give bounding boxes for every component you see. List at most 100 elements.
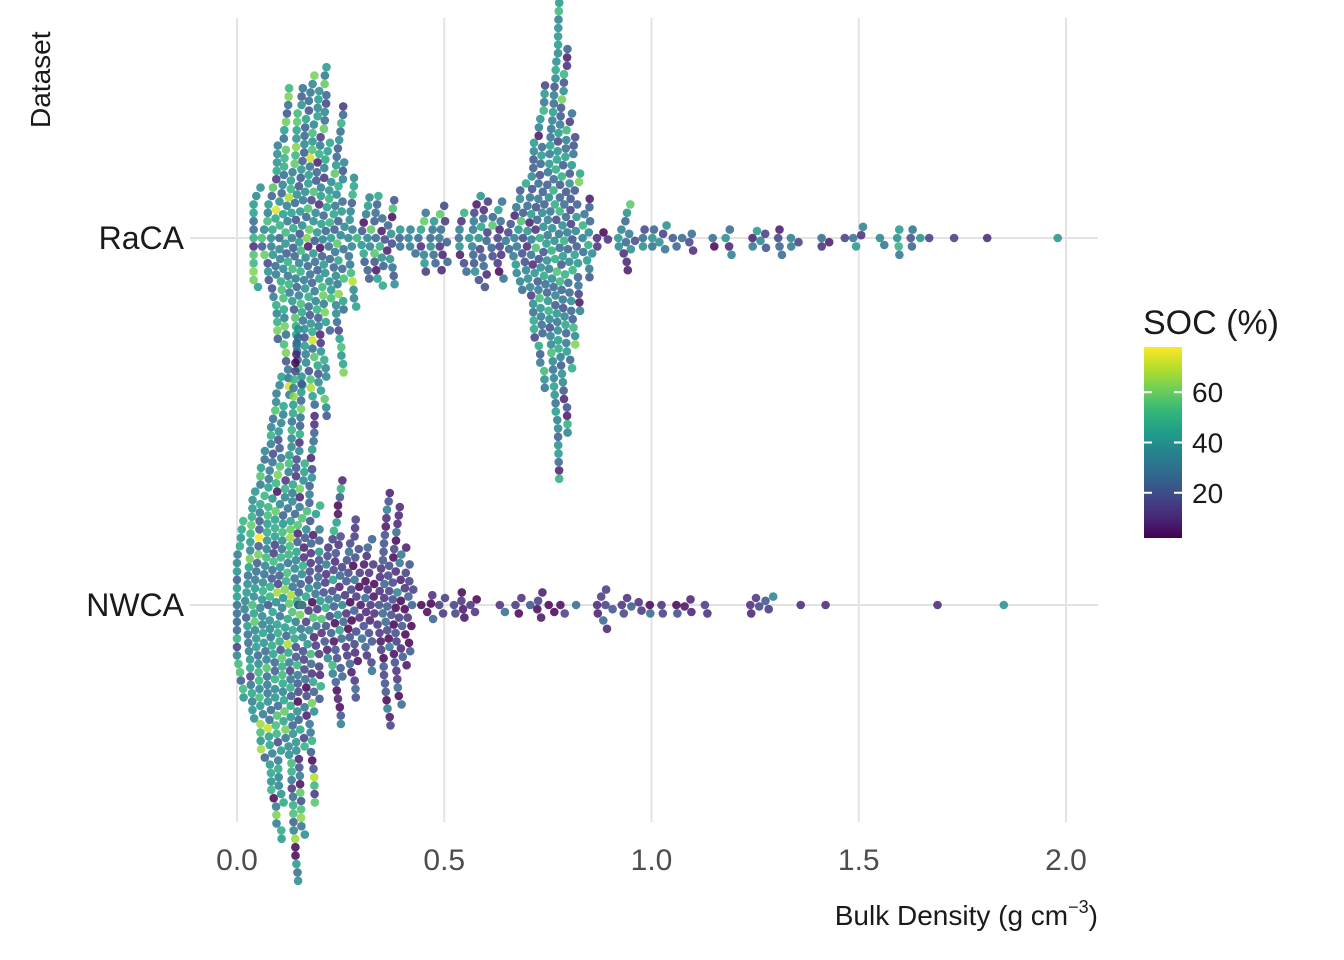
point-raca xyxy=(572,242,581,251)
point-raca xyxy=(325,326,335,335)
point-raca xyxy=(324,194,334,204)
point-nwca xyxy=(328,586,337,596)
point-nwca xyxy=(247,512,257,522)
point-nwca xyxy=(266,439,276,449)
point-raca xyxy=(249,225,258,234)
point-raca xyxy=(310,236,320,246)
point-raca xyxy=(559,69,569,79)
point-nwca xyxy=(307,464,317,474)
point-raca xyxy=(817,242,826,251)
point-raca xyxy=(563,419,572,429)
point-nwca xyxy=(268,565,277,575)
point-nwca xyxy=(359,560,369,569)
point-raca xyxy=(537,142,547,152)
point-nwca xyxy=(345,659,355,669)
point-nwca xyxy=(335,571,345,580)
point-nwca xyxy=(336,532,345,541)
point-nwca xyxy=(263,723,273,733)
point-raca xyxy=(547,223,557,233)
point-raca xyxy=(638,233,648,243)
point-raca xyxy=(301,114,311,124)
point-nwca xyxy=(440,593,450,603)
point-nwca xyxy=(291,358,300,368)
point-raca xyxy=(300,139,309,149)
point-raca xyxy=(267,284,277,293)
point-raca xyxy=(578,233,587,243)
point-nwca xyxy=(300,533,310,543)
point-nwca xyxy=(700,600,710,610)
point-raca xyxy=(338,197,347,206)
point-raca xyxy=(363,201,373,211)
point-raca xyxy=(551,165,561,174)
point-raca xyxy=(288,264,297,274)
point-nwca xyxy=(381,522,391,531)
point-raca xyxy=(319,291,328,300)
point-raca xyxy=(552,215,561,225)
point-nwca xyxy=(249,714,259,723)
point-nwca xyxy=(366,600,375,610)
point-nwca xyxy=(321,603,331,613)
point-raca xyxy=(496,216,506,226)
point-raca xyxy=(553,146,562,156)
point-raca xyxy=(775,225,784,234)
point-raca xyxy=(320,163,329,173)
point-raca xyxy=(622,257,631,267)
point-nwca xyxy=(266,632,276,642)
point-raca xyxy=(560,312,569,321)
point-raca xyxy=(263,208,273,218)
point-nwca xyxy=(280,623,290,632)
point-nwca xyxy=(324,595,334,604)
point-raca xyxy=(294,258,304,268)
point-nwca xyxy=(329,526,339,536)
point-raca xyxy=(549,382,559,391)
point-nwca xyxy=(267,574,277,583)
point-nwca xyxy=(395,558,405,568)
point-raca xyxy=(292,117,302,127)
point-nwca xyxy=(260,455,270,464)
point-nwca xyxy=(359,621,369,631)
point-raca xyxy=(429,216,439,226)
point-nwca xyxy=(301,617,311,627)
point-raca xyxy=(562,338,571,348)
point-raca xyxy=(295,229,305,239)
point-raca xyxy=(555,120,565,129)
point-nwca xyxy=(344,568,353,578)
point-nwca xyxy=(283,639,293,649)
point-raca xyxy=(314,377,323,387)
point-raca xyxy=(626,244,636,254)
point-raca xyxy=(357,240,366,250)
point-nwca xyxy=(310,428,319,438)
point-raca xyxy=(542,239,551,248)
point-raca xyxy=(561,144,571,153)
point-nwca xyxy=(333,694,343,704)
point-raca xyxy=(419,216,429,226)
point-nwca xyxy=(313,581,322,590)
point-raca xyxy=(554,0,564,8)
point-nwca xyxy=(247,697,257,706)
point-nwca xyxy=(244,646,254,656)
point-nwca xyxy=(266,705,276,715)
point-raca xyxy=(875,233,885,243)
point-raca xyxy=(504,244,514,254)
point-raca xyxy=(322,202,332,212)
x-tick-label: 2.0 xyxy=(1045,844,1087,877)
point-nwca xyxy=(310,781,319,790)
point-raca xyxy=(494,205,503,215)
point-nwca xyxy=(389,553,398,562)
point-raca xyxy=(308,128,317,138)
point-nwca xyxy=(428,614,438,624)
point-raca xyxy=(304,179,313,188)
point-raca xyxy=(529,307,538,317)
point-nwca xyxy=(394,691,404,701)
point-nwca xyxy=(324,543,333,552)
point-raca xyxy=(319,211,328,220)
point-raca xyxy=(300,123,310,132)
point-nwca xyxy=(293,679,303,688)
point-nwca xyxy=(296,805,306,814)
point-raca xyxy=(539,271,549,281)
point-raca xyxy=(264,275,274,285)
point-nwca xyxy=(232,642,242,652)
point-raca xyxy=(556,361,566,370)
point-nwca xyxy=(310,411,319,421)
point-nwca xyxy=(311,589,320,599)
